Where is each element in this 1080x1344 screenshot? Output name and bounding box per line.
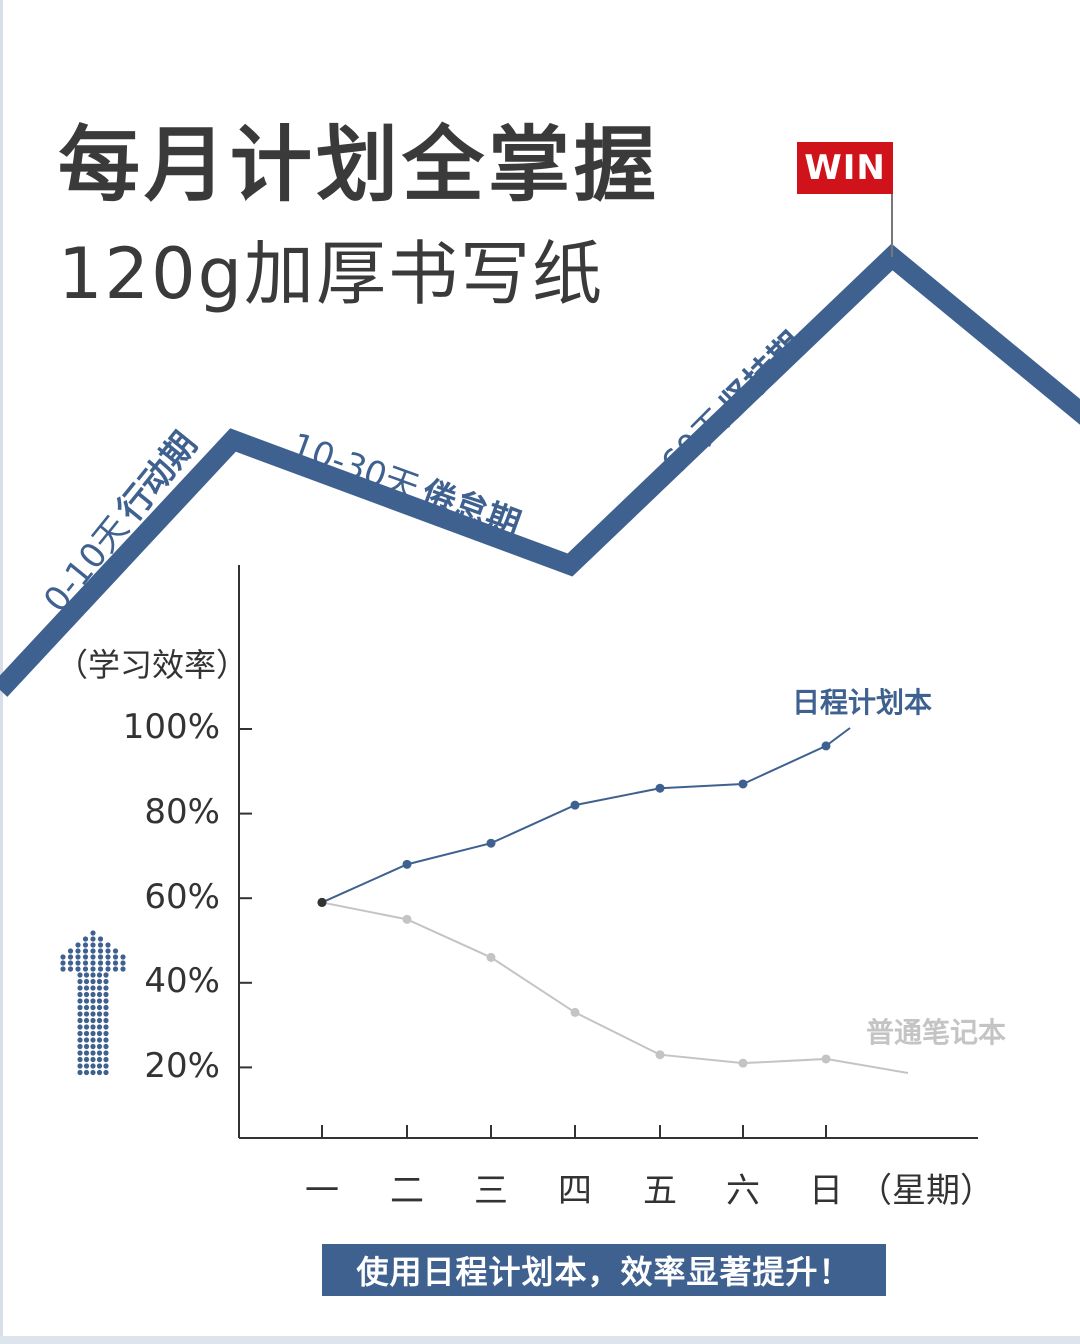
y-tick-label: 20% [144, 1046, 220, 1086]
y-tick-label: 40% [144, 961, 220, 1001]
x-tick-label: 二 [390, 1171, 424, 1211]
y-axis-label: （学习效率） [56, 646, 249, 684]
data-point [570, 1007, 580, 1017]
data-point [317, 897, 327, 907]
data-point [402, 914, 412, 924]
y-tick-label: 60% [144, 877, 220, 917]
x-tick-label: 一 [305, 1171, 339, 1211]
y-tick-label: 80% [144, 792, 220, 832]
data-point [655, 783, 665, 793]
conclusion-banner: 使用日程计划本，效率显著提升！ [322, 1244, 886, 1296]
x-tick-label: 日 [809, 1171, 843, 1211]
y-tick-label: 100% [122, 707, 220, 747]
series-line [321, 727, 851, 904]
series-label-notebook: 普通笔记本 [866, 1016, 1007, 1049]
left-edge-line [0, 0, 3, 1344]
bottom-strip [0, 1336, 1080, 1344]
series-line [321, 901, 909, 1074]
data-point [738, 1058, 748, 1068]
page-title: 每月计划全掌握 [58, 118, 661, 213]
data-point [821, 741, 831, 751]
data-point [570, 800, 580, 810]
win-flag: WIN [797, 142, 893, 194]
x-tick-label: 六 [726, 1171, 760, 1211]
x-tick-label: 三 [474, 1171, 508, 1211]
x-tick-label: 四 [558, 1171, 592, 1211]
dotted-up-arrow-icon [60, 930, 126, 1076]
x-tick-label: 五 [643, 1171, 677, 1211]
page-subtitle: 120g加厚书写纸 [58, 233, 605, 315]
data-point [738, 779, 748, 789]
series-label-planner: 日程计划本 [792, 686, 933, 719]
data-point [821, 1054, 831, 1064]
x-axis-label: （星期） [858, 1171, 994, 1211]
data-point [486, 838, 496, 848]
data-point [655, 1050, 665, 1060]
data-point [402, 859, 412, 869]
data-point [486, 952, 496, 962]
progress-zigzag-line [0, 243, 1080, 697]
